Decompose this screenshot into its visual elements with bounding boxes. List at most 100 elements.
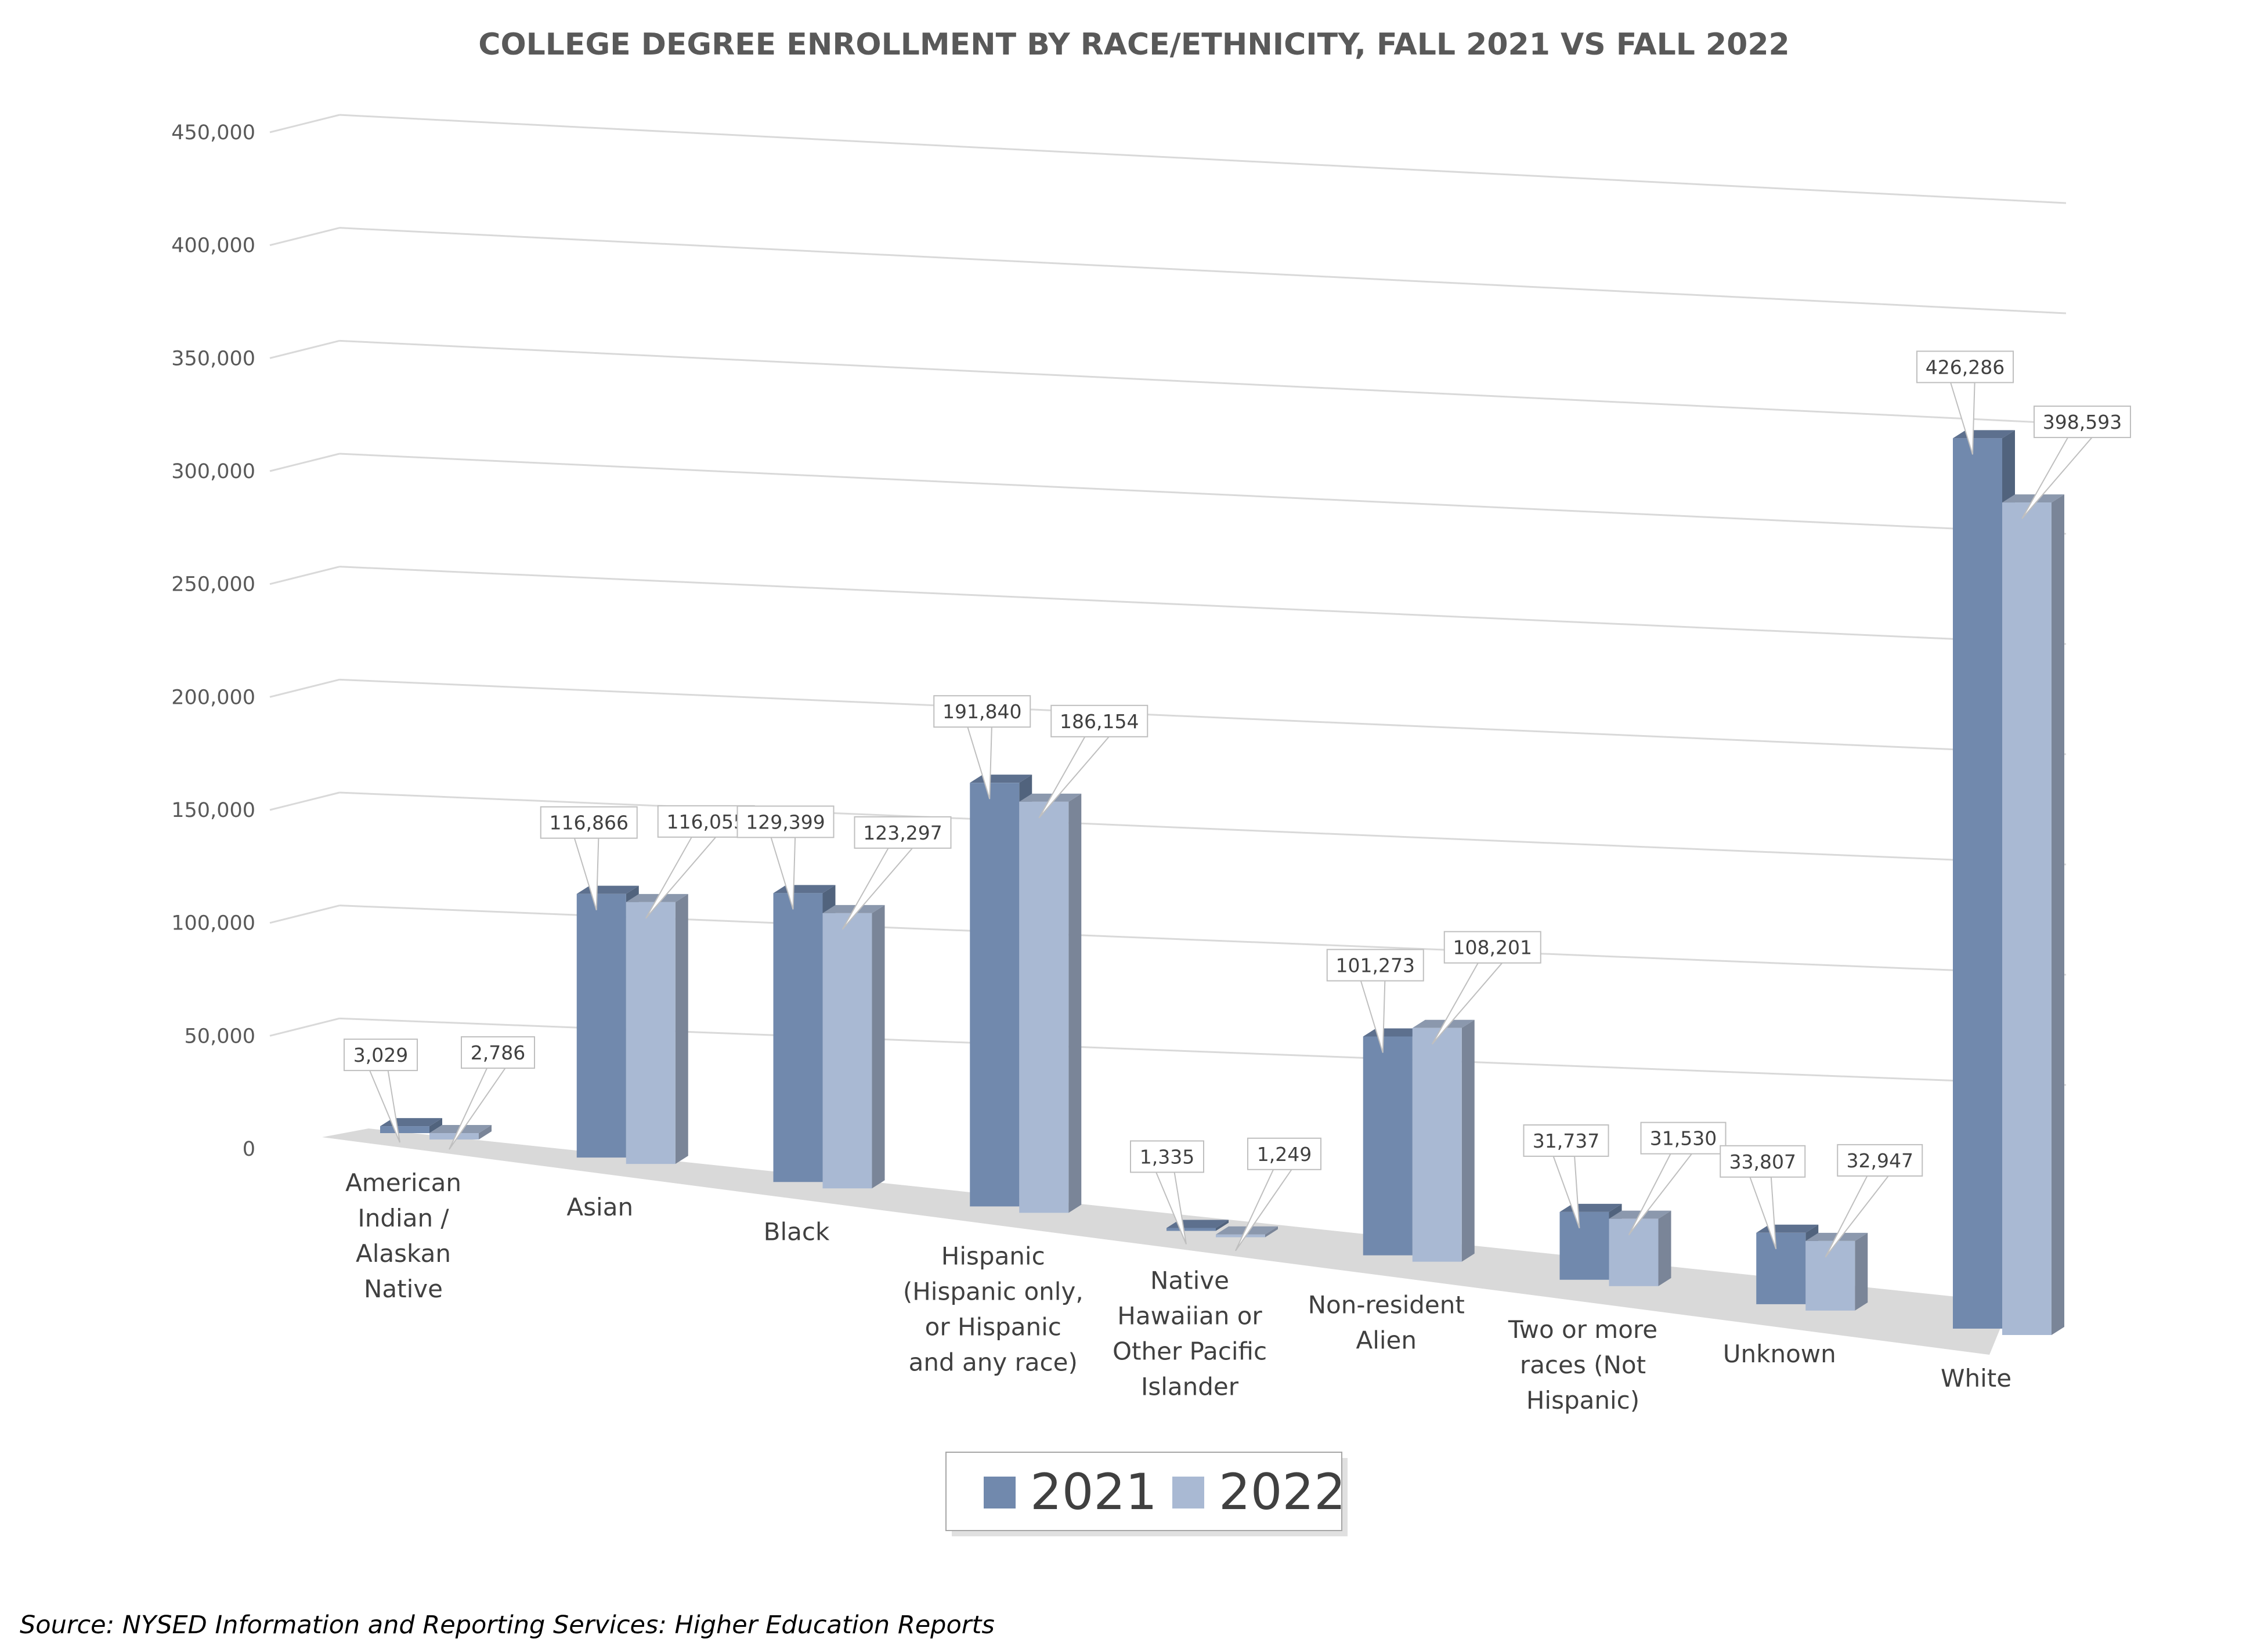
data-label-box [461, 1036, 535, 1069]
gridline-side [269, 1017, 340, 1037]
data-label: 116,055 [667, 811, 746, 833]
gridline-side [269, 453, 340, 472]
legend-label: 2022 [1219, 1463, 1346, 1521]
bar-group [773, 885, 885, 1189]
x-tick-label: Hispanic (Hispanic only, or Hispanic and an… [903, 1242, 1084, 1376]
data-label: 426,286 [1926, 356, 2005, 378]
bar [1216, 1234, 1265, 1238]
bar-group [576, 885, 688, 1164]
bar-group [1756, 1224, 1868, 1311]
data-label-box [933, 695, 1031, 728]
bar-side [1265, 1226, 1278, 1238]
gridline-side [269, 227, 340, 247]
bar [429, 1133, 479, 1139]
data-label-box [1247, 1137, 1321, 1170]
data-label: 2,786 [471, 1041, 525, 1064]
bar [1756, 1232, 1806, 1304]
source-note: Source: NYSED Information and Reporting … [20, 1611, 995, 1640]
data-label-box [1640, 1122, 1727, 1155]
gridline-side [269, 905, 340, 924]
data-label-box [344, 1039, 418, 1072]
gridline [339, 453, 2067, 535]
bar-side [1658, 1210, 1671, 1286]
data-label-box [1720, 1145, 1806, 1178]
bar [1805, 1240, 1855, 1311]
bar [822, 913, 872, 1189]
bar-side [872, 905, 885, 1189]
data-label: 101,273 [1336, 954, 1415, 977]
gridline-side [269, 791, 340, 811]
data-label: 123,297 [863, 822, 942, 844]
bar-group [970, 775, 1082, 1213]
bar-group [1363, 1019, 1475, 1262]
data-label: 129,399 [746, 811, 825, 833]
gridline [339, 566, 2067, 645]
gridline [339, 339, 2067, 425]
data-label: 32,947 [1847, 1149, 1913, 1172]
y-tick-label: 100,000 [171, 912, 255, 935]
data-label: 1,335 [1140, 1145, 1194, 1168]
bar [1609, 1218, 1659, 1286]
y-tick-label: 350,000 [171, 347, 255, 370]
bar-side [1855, 1232, 1868, 1311]
y-tick-label: 300,000 [171, 460, 255, 483]
bar [1363, 1036, 1413, 1256]
floor-surface [322, 1128, 2011, 1355]
bar-side [479, 1125, 492, 1139]
x-tick-label: Asian [566, 1193, 633, 1221]
data-label: 1,249 [1257, 1143, 1312, 1166]
x-axis: American Indian / Alaskan Native Asian Black H… [345, 1169, 2011, 1415]
bar [1166, 1228, 1216, 1231]
bar [1953, 438, 2002, 1329]
legend-swatch [984, 1477, 1016, 1508]
data-label-box [1523, 1124, 1609, 1157]
legend-swatch [1172, 1477, 1204, 1508]
data-label-box [1837, 1144, 1923, 1177]
data-label: 191,840 [942, 700, 1021, 723]
y-tick-label: 50,000 [185, 1025, 255, 1048]
data-label: 116,866 [550, 812, 629, 834]
bar-side [1216, 1220, 1229, 1231]
bar [1412, 1028, 1462, 1262]
gridline-side [269, 114, 340, 133]
legend-label: 2021 [1030, 1463, 1157, 1521]
bar [970, 783, 1020, 1207]
y-tick-label: 450,000 [171, 121, 255, 144]
data-labels: 3,029 2,786 116,866 116,055 129,399 123,297 19… [344, 350, 2131, 1258]
gridline-side [269, 339, 340, 359]
data-label: 108,201 [1453, 936, 1532, 959]
data-label-box [2034, 406, 2131, 439]
data-label: 31,737 [1533, 1130, 1599, 1152]
floor-plane [322, 1128, 2011, 1355]
bar-group [1559, 1203, 1671, 1286]
bar [626, 902, 676, 1164]
x-tick-label: Black [764, 1217, 830, 1246]
x-tick-label: Two or more races (Not Hispanic) [1508, 1315, 1657, 1415]
x-tick-label: Non-resident Alien [1308, 1291, 1465, 1355]
data-label: 33,807 [1729, 1151, 1796, 1173]
y-tick-label: 400,000 [171, 234, 255, 258]
gridline [339, 678, 2067, 755]
bar [773, 893, 823, 1182]
bar [1019, 801, 1069, 1213]
legend: 2021 2022 [945, 1452, 1348, 1536]
bar-side [429, 1118, 442, 1133]
y-axis: 0 50,000 100,000 150,000 200,000 250,000 300,0… [171, 121, 255, 1161]
y-tick-label: 150,000 [171, 799, 255, 822]
y-tick-label: 0 [243, 1138, 255, 1161]
x-tick-label: Unknown [1723, 1340, 1836, 1368]
gridline-side [269, 566, 340, 585]
bar-side [675, 893, 688, 1164]
data-label-box [1050, 704, 1149, 737]
bar [576, 893, 626, 1158]
x-tick-label: Native Hawaiian or Other Pacific Islander [1113, 1267, 1267, 1401]
gridline [339, 791, 2067, 866]
x-tick-label: White [1941, 1364, 2011, 1392]
data-label: 31,530 [1650, 1127, 1717, 1150]
y-tick-label: 250,000 [171, 573, 255, 596]
y-tick-label: 200,000 [171, 686, 255, 709]
data-label-box [1326, 949, 1424, 982]
bar-side [1461, 1019, 1475, 1262]
data-label: 3,029 [353, 1044, 408, 1066]
